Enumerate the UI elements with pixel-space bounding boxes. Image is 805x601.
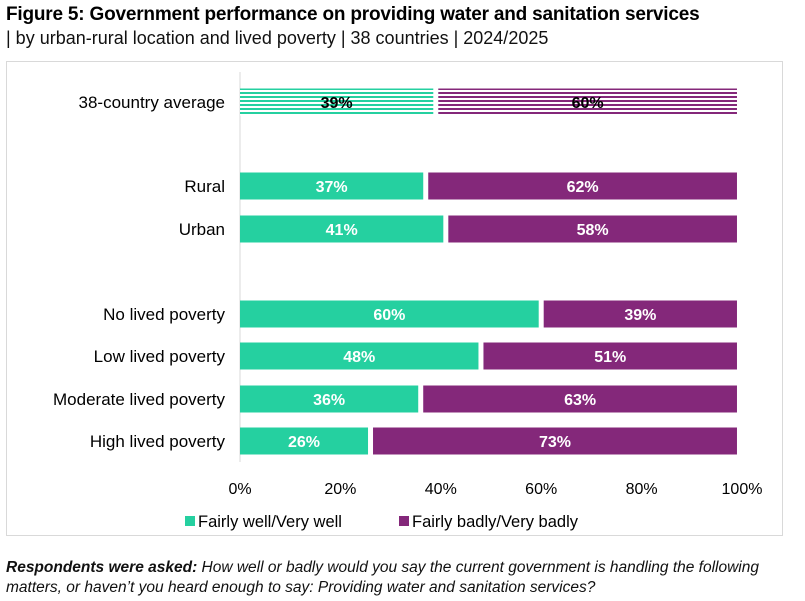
x-tick-label: 40%: [425, 481, 457, 498]
bar-segment-badly: [373, 427, 737, 455]
x-tick-label: 60%: [525, 481, 557, 498]
x-tick-label: 80%: [626, 481, 658, 498]
bar-segment-well: [240, 215, 444, 243]
legend-label: Fairly well/Very well: [198, 513, 342, 531]
bar-value-label: 63%: [564, 392, 596, 409]
legend-swatch: [399, 516, 409, 526]
category-label: 38-country average: [79, 93, 225, 112]
x-tick-label: 100%: [722, 481, 763, 498]
x-tick-label: 20%: [324, 481, 356, 498]
bar-value-label: 51%: [594, 349, 626, 366]
bar-segment-well: [240, 172, 424, 200]
bar-value-label: 58%: [577, 222, 609, 239]
x-tick-label: 0%: [228, 481, 251, 498]
bar-segment-well: [240, 385, 419, 413]
bar-value-label: 48%: [343, 349, 375, 366]
bar-segment-badly: [543, 300, 737, 328]
bar-value-label: 60%: [572, 95, 604, 112]
category-label: Rural: [184, 177, 225, 196]
bar-value-label: 26%: [288, 434, 320, 451]
chart-title: Figure 5: Government performance on prov…: [6, 4, 700, 25]
bar-segment-badly: [428, 172, 737, 200]
bar-value-label: 36%: [313, 392, 345, 409]
category-label: Moderate lived poverty: [53, 390, 225, 409]
category-label: High lived poverty: [90, 432, 226, 451]
footnote: Respondents were asked: How well or badl…: [6, 558, 796, 598]
bar-segment-badly: [423, 385, 737, 413]
category-label: Low lived poverty: [94, 347, 226, 366]
bar-segment-well: [240, 342, 479, 370]
bar-segment-well: [240, 427, 369, 455]
bar-value-label: 37%: [316, 179, 348, 196]
bar-segment-well: [240, 88, 434, 116]
chart-subtitle: | by urban-rural location and lived pove…: [6, 28, 549, 48]
legend-swatch: [185, 516, 195, 526]
bar-segment-well: [240, 300, 539, 328]
legend-label: Fairly badly/Very badly: [412, 513, 579, 531]
bar-value-label: 39%: [624, 307, 656, 324]
bar-value-label: 73%: [539, 434, 571, 451]
bar-segment-badly: [483, 342, 737, 370]
category-label: Urban: [179, 220, 225, 239]
bar-value-label: 39%: [321, 95, 353, 112]
bar-value-label: 62%: [567, 179, 599, 196]
bar-segment-badly: [448, 215, 737, 243]
bar-segment-badly: [438, 88, 737, 116]
category-label: No lived poverty: [103, 305, 225, 324]
bar-value-label: 41%: [326, 222, 358, 239]
footnote-text: How well or badly would you say the curr…: [6, 559, 759, 596]
chart-frame: [6, 61, 783, 536]
footnote-lead: Respondents were asked:: [6, 559, 198, 576]
bar-value-label: 60%: [373, 307, 405, 324]
